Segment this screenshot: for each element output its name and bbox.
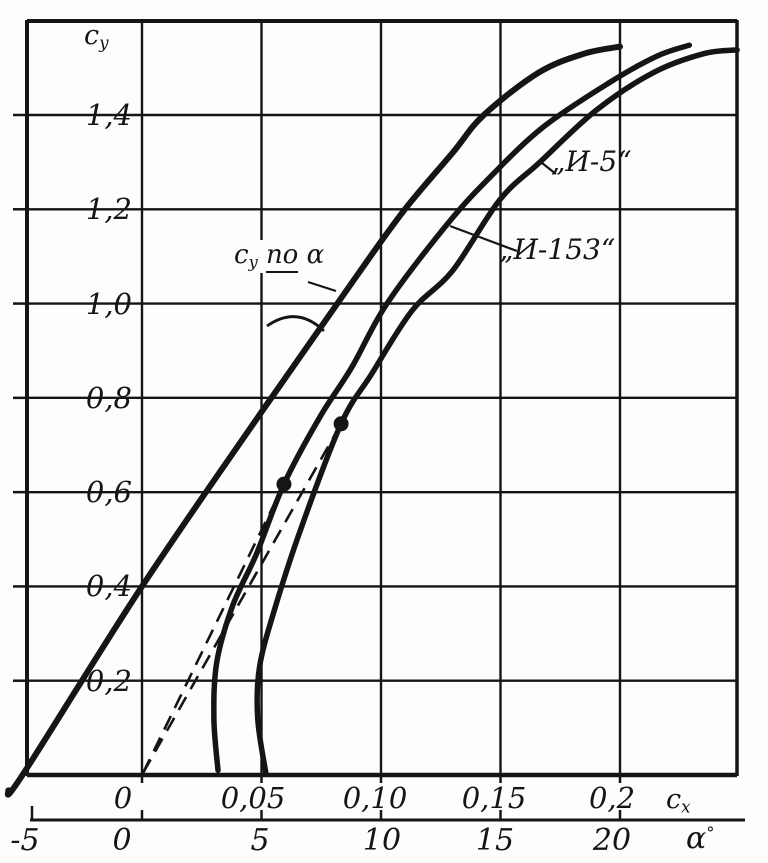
alpha-tick-label: 10 [362,823,402,858]
cx-tick-label: 0,2 [588,781,636,815]
i5-polar-curve [254,47,740,776]
alpha-tick-label: 15 [475,823,515,858]
cy-alpha-curve-label: cy по α [228,240,331,273]
y-tick-label: 1,4 [85,98,132,132]
alpha-tick-label: 0 [112,823,132,858]
y-tick-label: 0,4 [85,569,132,603]
cy-vs-alpha-curve [4,43,623,798]
y-tick-label: 0,6 [85,475,132,509]
alpha-axis-title: α° [686,821,715,856]
leader-i5 [541,162,557,175]
cx-tick-label: 0,05 [220,781,286,815]
i153-polar-curve [211,42,693,774]
y-axis-title: cy [84,20,109,53]
y-tick-label: 0,2 [85,664,132,698]
annotation-leaders [266,162,557,333]
i5-curve-label: „И-5“ [551,145,632,178]
data-curves [4,42,740,798]
leader-cy-alpha [307,280,337,293]
y-tick-label: 1,2 [85,192,132,226]
i153-polar-max-k-point [276,476,292,492]
i153-curve-label: „И-153“ [499,233,616,266]
leader-i153 [449,224,518,253]
cx-tick-label: 0,10 [342,781,408,815]
grid-lines [27,20,737,776]
alpha-tick-label: 20 [592,823,632,858]
tangent-line-1 [142,423,343,774]
alpha-tick-label: 5 [250,823,270,858]
cx-tick-label: 0 [113,781,133,815]
cx-tick-label: 0,15 [461,781,527,815]
tangent-line-0 [142,483,286,774]
alpha-axis-line [30,806,745,822]
y-tick-label: 1,0 [85,287,132,321]
i5-polar-max-k-point [333,416,349,432]
axis-tick-marks [13,113,622,783]
alpha-tick-label: -5 [10,823,40,858]
cx-axis-title: cx [666,784,691,817]
tangent-dashed-lines [142,423,343,774]
alpha-reading-arc [266,315,325,333]
marked-points [276,416,349,492]
y-tick-label: 0,8 [85,381,132,415]
